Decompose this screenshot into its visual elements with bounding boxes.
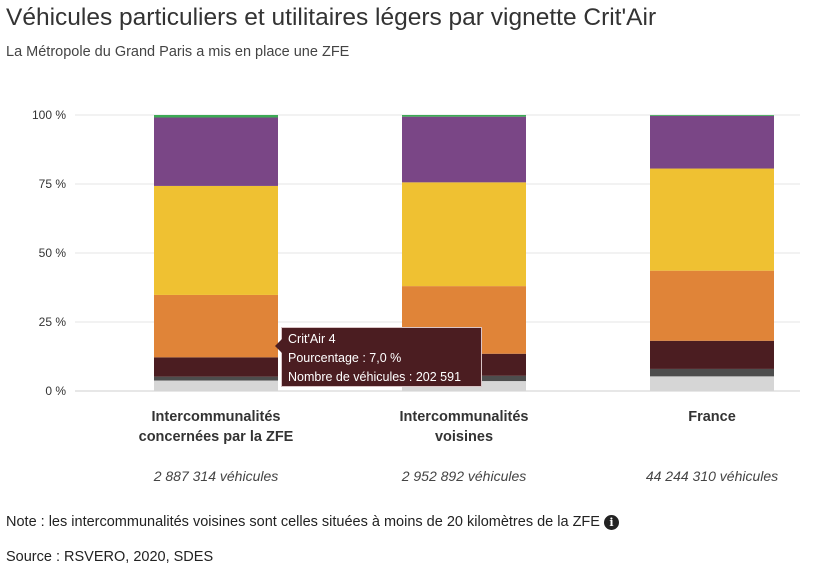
bar-segment[interactable] [154,294,278,358]
bar-segment[interactable] [154,117,278,186]
x-total-label: 2 887 314 véhicules [153,468,279,484]
x-total-label: 2 952 892 véhicules [401,468,527,484]
info-icon[interactable]: i [603,515,619,530]
x-category-label: Intercommunalités [400,409,529,425]
x-total-label: 44 244 310 véhicules [646,468,778,484]
x-category-label: voisines [435,429,493,445]
bar-segment[interactable] [402,116,526,183]
tooltip-percentage: Pourcentage : 7,0 % [288,351,402,365]
chart-subtitle: La Métropole du Grand Paris a mis en pla… [6,44,350,60]
bar-segment[interactable] [650,368,774,377]
y-axis-ticks: 0 % 25 % 50 % 75 % 100 % [32,108,66,398]
x-category-label: France [688,409,736,425]
tooltip-count: Nombre de véhicules : 202 591 [288,370,462,384]
bar-segment[interactable] [154,376,278,381]
bar-segment[interactable] [402,115,526,117]
bar-segment[interactable] [154,115,278,118]
stacked-bar-chart: 0 % 25 % 50 % 75 % 100 % Intercommunalités co… [32,108,800,484]
note-text: Note : les intercommunalités voisines so… [6,514,619,530]
bar-segment[interactable] [154,357,278,377]
bar-segment[interactable] [154,185,278,295]
note-label: Note : les intercommunalités voisines so… [6,514,600,530]
y-tick-label: 50 % [39,246,67,260]
bar-segment[interactable] [154,380,278,391]
bar-segment[interactable] [650,168,774,271]
bar-segment[interactable] [650,270,774,341]
tooltip: Crit'Air 4 Pourcentage : 7,0 % Nombre de… [275,327,482,387]
y-tick-label: 0 % [45,384,66,398]
bar-segment[interactable] [650,115,774,116]
bar-segment[interactable] [650,340,774,369]
source-text: Source : RSVERO, 2020, SDES [6,549,214,565]
x-category-label: concernées par la ZFE [139,429,294,445]
x-category-label: Intercommunalités [152,409,281,425]
chart-title: Véhicules particuliers et utilitaires lé… [6,4,657,31]
x-axis-labels: Intercommunalités concernées par la ZFE 2 … [139,409,779,484]
bar-segment[interactable] [650,115,774,169]
y-tick-label: 25 % [39,315,67,329]
bar-segment[interactable] [402,182,526,287]
y-tick-label: 75 % [39,177,67,191]
tooltip-category: Crit'Air 4 [288,332,336,346]
bar-segment[interactable] [650,376,774,391]
y-tick-label: 100 % [32,108,66,122]
